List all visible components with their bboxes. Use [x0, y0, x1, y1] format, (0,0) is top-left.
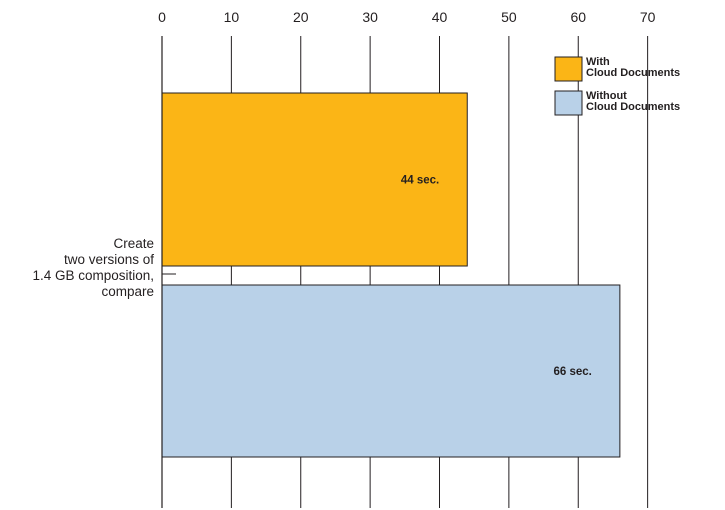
legend-entry-without: Without Cloud Documents: [586, 90, 680, 113]
x-tick-label-70: 70: [640, 9, 656, 25]
legend-swatch-with: [554, 56, 583, 82]
category-label-line: 1.4 GB composition,: [32, 268, 154, 283]
legend-entry-line: With: [586, 56, 610, 68]
category-label: Create two versions of 1.4 GB composition,…: [32, 236, 154, 299]
legend-entry-line: Cloud Documents: [586, 101, 680, 113]
bar-without-cloud-documents: [161, 284, 621, 458]
bar-with-cloud-documents: [161, 92, 468, 267]
x-tick-label-50: 50: [501, 9, 517, 25]
x-tick-label-20: 20: [293, 9, 309, 25]
x-tick-label-30: 30: [362, 9, 378, 25]
category-label-line: compare: [101, 284, 154, 299]
bar-value-labels: 44 sec. 66 sec.: [401, 175, 592, 379]
bar-value-label-with: 44 sec.: [401, 175, 439, 187]
x-tick-label-60: 60: [570, 9, 586, 25]
category-labels: Create two versions of 1.4 GB composition,…: [32, 236, 154, 299]
bars: [161, 92, 621, 458]
x-tick-label-40: 40: [432, 9, 448, 25]
y-axis: [161, 36, 176, 508]
legend-entry-with: With Cloud Documents: [586, 56, 680, 79]
legend-entry-line: Without: [586, 90, 627, 102]
x-tick-label-10: 10: [224, 9, 240, 25]
category-label-line: Create: [113, 236, 154, 251]
legend-swatch-without: [554, 90, 583, 116]
category-label-line: two versions of: [64, 252, 154, 267]
x-tick-label-0: 0: [158, 9, 166, 25]
legend-entry-line: Cloud Documents: [586, 67, 680, 79]
x-tick-labels: 0 10 20 30 40 50 60 70: [158, 9, 656, 25]
bar-value-label-without: 66 sec.: [554, 366, 592, 378]
